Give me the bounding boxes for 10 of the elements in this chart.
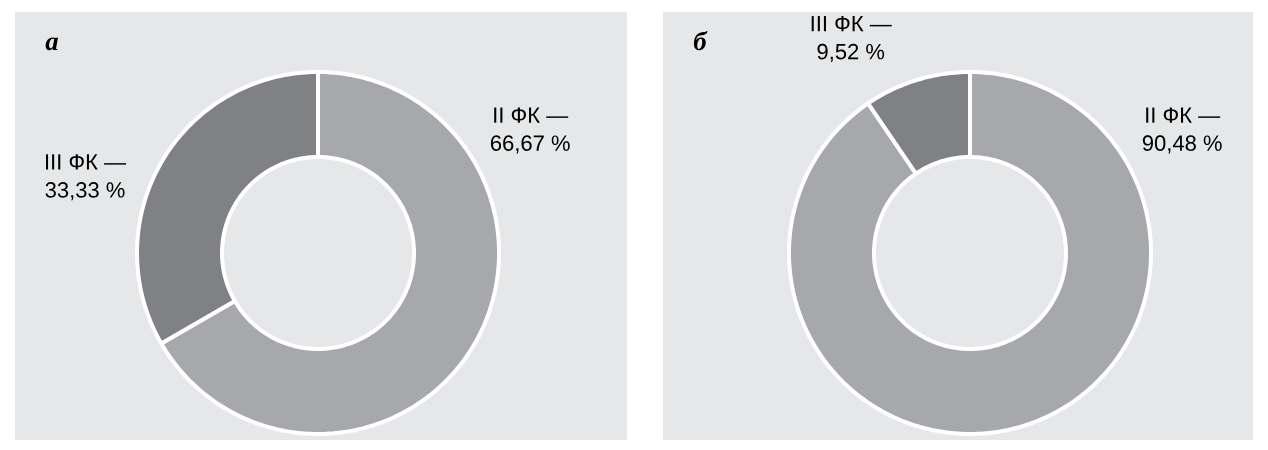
slice-label: II ФК — xyxy=(494,107,569,123)
data-label: 66,67 % xyxy=(490,135,570,154)
data-label: 90,48 % xyxy=(1142,135,1222,154)
slice-label: III ФК — xyxy=(46,154,127,170)
data-label: 9,52 % xyxy=(817,43,885,63)
chart-title: а xyxy=(45,37,58,51)
data-label: 33,33 % xyxy=(45,182,125,201)
slice-label: III ФК — xyxy=(811,15,892,32)
chart-title: б xyxy=(693,30,708,51)
slice-label: II ФК — xyxy=(1146,107,1221,123)
